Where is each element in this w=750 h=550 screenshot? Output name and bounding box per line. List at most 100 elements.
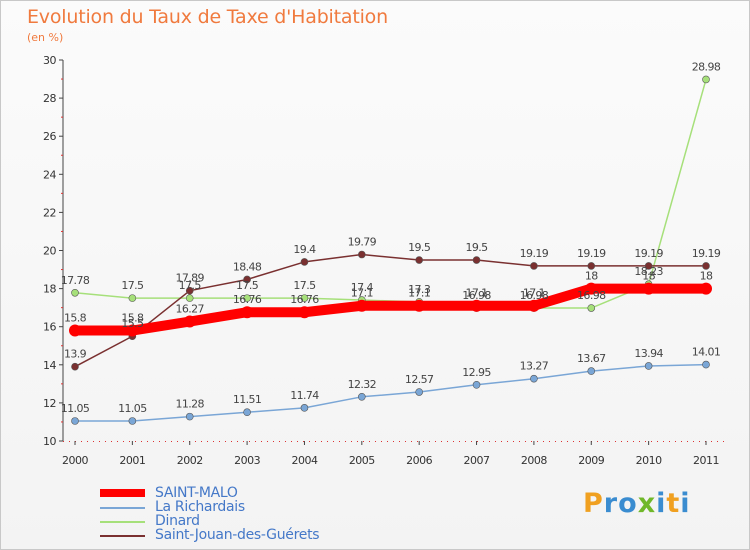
- data-label: 19.19: [520, 247, 549, 260]
- y-tick-label: 10: [43, 435, 56, 448]
- data-label: 18: [585, 270, 598, 283]
- data-point: [183, 315, 196, 328]
- legend-swatch-dinard: [100, 521, 145, 523]
- data-point: [126, 324, 139, 337]
- data-point: [243, 408, 251, 417]
- y-tick-label: 18: [43, 283, 56, 296]
- data-point: [644, 262, 653, 270]
- legend-swatch-saint-malo: [100, 489, 145, 497]
- y-tick-label: 14: [43, 359, 56, 372]
- y-tick-label: 16: [43, 321, 56, 334]
- data-label: 19.19: [634, 247, 663, 260]
- data-point: [644, 362, 653, 370]
- data-label: 16.98: [462, 289, 491, 302]
- legend-label-saint-jouan: Saint-Jouan-des-Guérets: [155, 527, 320, 543]
- x-tick-label: 2002: [177, 454, 203, 467]
- x-tick-label: 2007: [464, 454, 490, 467]
- data-point: [587, 367, 596, 375]
- data-label: 13.9: [64, 348, 87, 361]
- logo-letter: x: [637, 488, 657, 519]
- legend-swatch-saint-jouan: [100, 535, 145, 537]
- data-point: [472, 256, 481, 264]
- data-label: 17.5: [179, 279, 202, 292]
- y-tick-label: 24: [43, 168, 56, 181]
- data-point: [243, 275, 251, 284]
- y-tick-label: 20: [43, 245, 56, 258]
- data-point: [185, 286, 194, 295]
- data-label: 11.74: [290, 389, 319, 402]
- data-label: 19.19: [692, 247, 721, 260]
- y-tick-label: 30: [43, 54, 56, 67]
- data-point: [642, 282, 655, 295]
- data-label: 13.94: [634, 347, 663, 360]
- data-label: 17.1: [351, 287, 373, 300]
- data-label: 19.4: [293, 243, 316, 256]
- unit-label: (en %): [27, 31, 64, 44]
- data-point: [241, 306, 254, 319]
- legend-swatch-la-richardais: [100, 507, 145, 509]
- data-label: 19.19: [577, 247, 606, 260]
- x-tick-label: 2001: [119, 454, 145, 467]
- x-tick-label: 2005: [349, 454, 375, 467]
- series-line-3: [74, 253, 707, 368]
- data-point: [71, 288, 79, 297]
- logo-letter: i: [680, 488, 691, 519]
- x-tick-label: 2010: [636, 454, 662, 467]
- data-label: 17.1: [408, 287, 430, 300]
- data-point: [69, 324, 81, 337]
- data-label: 17.5: [293, 279, 316, 292]
- chart-title: Evolution du Taux de Taxe d'Habitation: [27, 6, 388, 28]
- data-label: 18: [642, 270, 655, 283]
- data-label: 17.1: [465, 287, 487, 300]
- data-label: 18: [700, 270, 713, 283]
- x-tick-label: 2004: [291, 454, 317, 467]
- data-point: [300, 404, 309, 412]
- data-point: [71, 362, 79, 371]
- data-label: 11.05: [61, 402, 90, 415]
- data-point: [585, 282, 598, 295]
- data-label: 16.98: [577, 289, 606, 302]
- y-tick-label: 12: [43, 397, 56, 410]
- data-label: 18.23: [634, 265, 663, 278]
- data-point: [298, 306, 311, 319]
- data-label: 16.27: [175, 303, 204, 316]
- logo-letter: P: [583, 488, 604, 519]
- data-label: 11.28: [175, 398, 204, 411]
- data-point: [300, 258, 309, 266]
- data-point: [530, 262, 538, 270]
- data-label: 12.95: [462, 366, 491, 379]
- data-point: [243, 294, 251, 302]
- series-line-0: [70, 283, 711, 336]
- data-label: 19.5: [408, 241, 431, 254]
- data-label: 12.32: [348, 378, 377, 391]
- data-label: 17.4: [351, 281, 374, 294]
- data-label: 19.5: [465, 241, 488, 254]
- data-point: [185, 412, 194, 421]
- data-point: [415, 388, 423, 396]
- data-label: 28.98: [692, 60, 721, 73]
- x-tick-label: 2009: [578, 454, 604, 467]
- data-label: 13.67: [577, 352, 606, 365]
- data-point: [300, 294, 309, 302]
- data-label: 19.79: [348, 236, 377, 249]
- data-point: [472, 381, 481, 389]
- data-point: [527, 299, 540, 312]
- data-point: [700, 282, 712, 295]
- data-label: 15.8: [64, 312, 87, 325]
- logo-letter: r: [603, 488, 619, 519]
- data-point: [355, 299, 368, 312]
- data-point: [702, 75, 710, 84]
- data-label: 17.89: [175, 272, 204, 285]
- data-point: [587, 262, 596, 270]
- x-tick-label: 2000: [62, 454, 88, 467]
- proxiti-logo: Proxiti: [583, 488, 691, 519]
- x-tick-label: 2006: [406, 454, 432, 467]
- data-label: 14.01: [692, 346, 721, 359]
- data-label: 17.1: [523, 287, 545, 300]
- data-label: 15.5: [121, 317, 144, 330]
- data-point: [530, 374, 538, 383]
- data-point: [358, 250, 366, 259]
- y-tick-label: 26: [43, 130, 56, 143]
- legend-label-la-richardais: La Richardais: [155, 499, 245, 515]
